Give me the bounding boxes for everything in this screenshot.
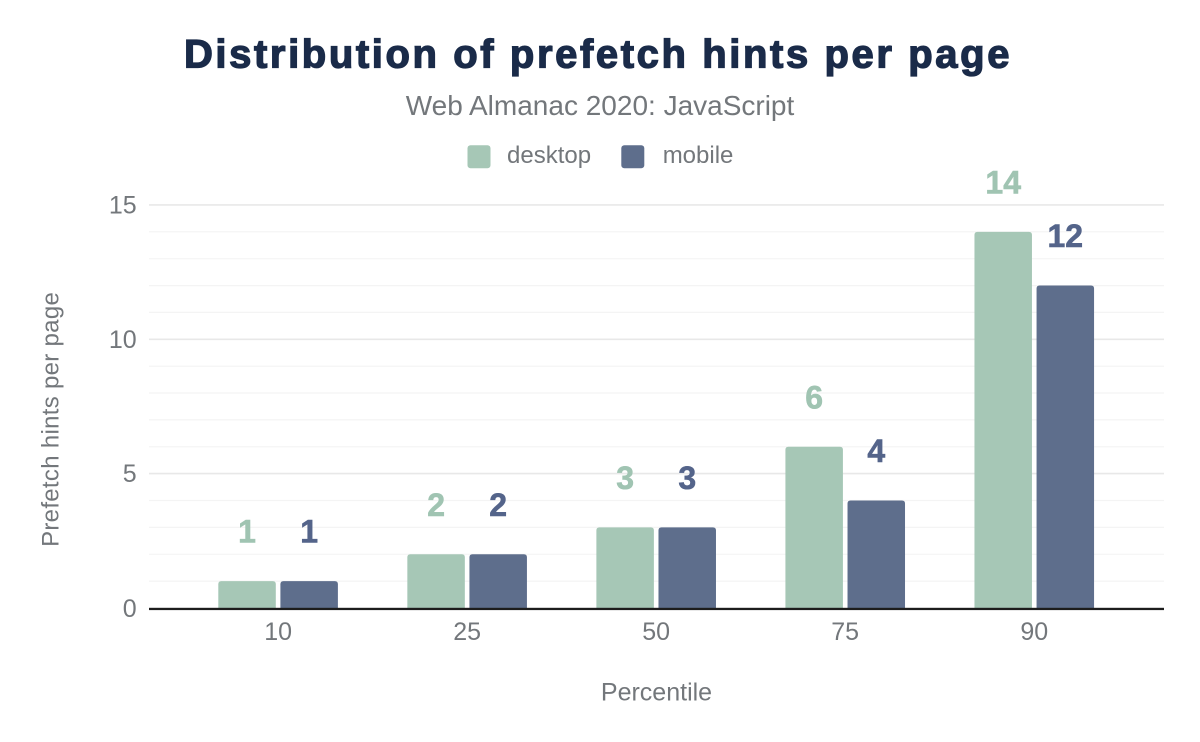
svg-text:2: 2 [427, 487, 445, 523]
svg-text:Distribution of prefetch hints: Distribution of prefetch hints per page [184, 33, 1012, 77]
svg-text:25: 25 [453, 618, 481, 646]
svg-text:Percentile: Percentile [601, 679, 712, 707]
svg-text:4: 4 [867, 433, 885, 469]
svg-text:50: 50 [642, 618, 670, 646]
svg-text:0: 0 [123, 595, 137, 623]
svg-text:desktop: desktop [507, 142, 591, 169]
svg-text:Prefetch hints per page: Prefetch hints per page [38, 292, 65, 547]
svg-text:14: 14 [985, 164, 1021, 200]
svg-text:90: 90 [1020, 618, 1048, 646]
svg-text:6: 6 [805, 379, 823, 415]
svg-text:75: 75 [831, 618, 859, 646]
svg-text:1: 1 [238, 514, 256, 550]
svg-text:mobile: mobile [663, 142, 734, 169]
svg-text:12: 12 [1048, 218, 1084, 254]
svg-text:Web Almanac 2020: JavaScript: Web Almanac 2020: JavaScript [406, 90, 795, 121]
svg-text:10: 10 [109, 326, 137, 354]
svg-text:3: 3 [616, 460, 634, 496]
svg-text:5: 5 [123, 460, 137, 488]
svg-text:1: 1 [300, 514, 318, 550]
svg-text:2: 2 [489, 487, 507, 523]
svg-text:15: 15 [109, 192, 137, 220]
svg-text:10: 10 [264, 618, 292, 646]
svg-text:3: 3 [678, 460, 696, 496]
